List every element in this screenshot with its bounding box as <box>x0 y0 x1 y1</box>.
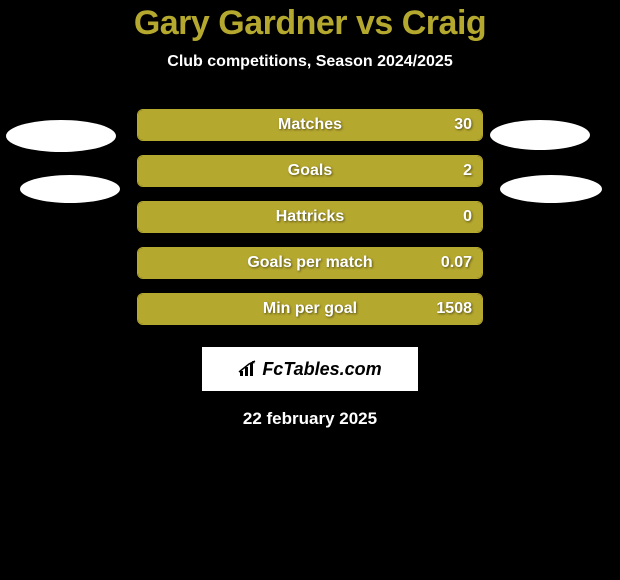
stat-bar: Goals2 <box>137 155 483 187</box>
stat-bar-label: Goals per match <box>138 254 482 272</box>
stat-bar-value: 0 <box>463 208 472 226</box>
stat-bar: Hattricks0 <box>137 201 483 233</box>
date-text: 22 february 2025 <box>243 409 377 429</box>
stat-bar-value: 2 <box>463 162 472 180</box>
stat-bar-value: 1508 <box>436 300 472 318</box>
stat-bar: Matches30 <box>137 109 483 141</box>
stat-bar-label: Hattricks <box>138 208 482 226</box>
page-title: Gary Gardner vs Craig <box>134 4 486 43</box>
chart-icon <box>238 360 258 378</box>
stat-bar-label: Matches <box>138 116 482 134</box>
decorative-ellipse <box>6 120 116 152</box>
logo-text: FcTables.com <box>262 359 381 380</box>
stat-bar: Min per goal1508 <box>137 293 483 325</box>
decorative-ellipse <box>20 175 120 203</box>
decorative-ellipse <box>490 120 590 150</box>
stat-bar-label: Min per goal <box>138 300 482 318</box>
stat-bar: Goals per match0.07 <box>137 247 483 279</box>
stat-bar-value: 0.07 <box>441 254 472 272</box>
stat-bar-value: 30 <box>454 116 472 134</box>
page-subtitle: Club competitions, Season 2024/2025 <box>167 53 452 71</box>
logo-box: FcTables.com <box>202 347 418 391</box>
decorative-ellipse <box>500 175 602 203</box>
stat-bar-label: Goals <box>138 162 482 180</box>
